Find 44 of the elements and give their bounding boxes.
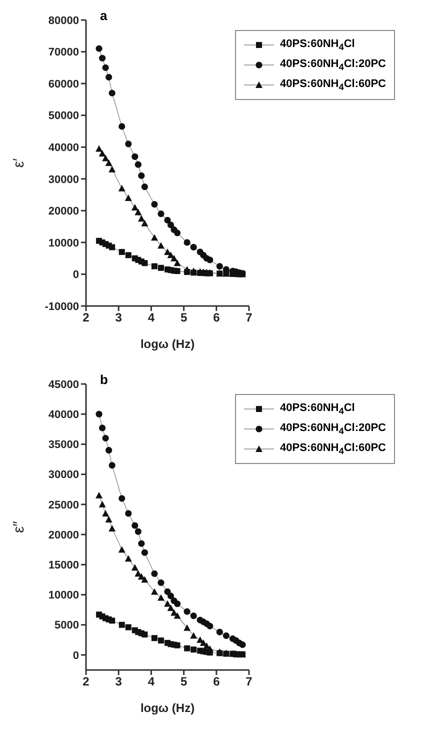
chart-title: a (100, 8, 108, 23)
y-tick-label: 50000 (48, 110, 79, 122)
y-tick-label: 30000 (48, 174, 79, 186)
y-tick-label: 70000 (48, 46, 79, 59)
y-tick-label: 20000 (48, 206, 79, 218)
x-tick-label: 5 (180, 310, 188, 325)
legend-label: 40PS:60NH$_{4}$Cl:20PC (280, 422, 386, 436)
x-tick-label: 2 (82, 674, 90, 689)
x-tick-label: 3 (115, 674, 122, 689)
x-tick-label: 6 (213, 310, 220, 325)
y-tick-label: 0 (72, 269, 79, 282)
y-tick-label: 10000 (48, 237, 79, 250)
y-tick-label: 15000 (48, 560, 79, 572)
x-tick-label: 5 (180, 674, 188, 689)
y-tick-label: 0 (72, 650, 79, 662)
x-tick-label: 2 (82, 310, 90, 325)
y-tick-label: 30000 (48, 469, 79, 482)
y-tick-label: 25000 (48, 499, 79, 512)
legend-label: 40PS:60NH$_{4}$Cl (280, 38, 355, 52)
y-tick-label: 40000 (48, 142, 79, 154)
x-tick-label: 7 (246, 310, 253, 325)
legend-label: 40PS:60NH$_{4}$Cl:60PC (280, 78, 386, 92)
y-tick-label: 45000 (48, 378, 79, 391)
y-tick-label: 60000 (48, 78, 79, 90)
x-tick-label: 4 (148, 310, 155, 325)
x-axis-title: logω (Hz) (140, 337, 195, 351)
y-axis-title: ε″ (10, 520, 28, 533)
y-tick-label: 35000 (48, 439, 79, 452)
y-tick-label: 20000 (48, 529, 79, 542)
legend-label: 40PS:60NH$_{4}$Cl:20PC (280, 58, 386, 72)
x-axis-title: logω (Hz) (140, 701, 195, 715)
y-tick-label: -10000 (44, 300, 79, 313)
x-tick-label: 4 (148, 674, 155, 689)
x-tick-label: 6 (213, 674, 220, 689)
y-axis-title: ε′ (10, 158, 28, 168)
legend-label: 40PS:60NH$_{4}$Cl:60PC (280, 442, 386, 456)
x-tick-label: 7 (246, 674, 253, 689)
y-tick-label: 40000 (48, 409, 79, 422)
y-tick-label: 10000 (48, 590, 79, 602)
legend-label: 40PS:60NH$_{4}$Cl (280, 402, 355, 416)
chart-title: b (100, 372, 108, 387)
y-tick-label: 5000 (54, 620, 79, 632)
y-tick-label: 80000 (48, 14, 79, 27)
x-tick-label: 3 (115, 310, 122, 325)
